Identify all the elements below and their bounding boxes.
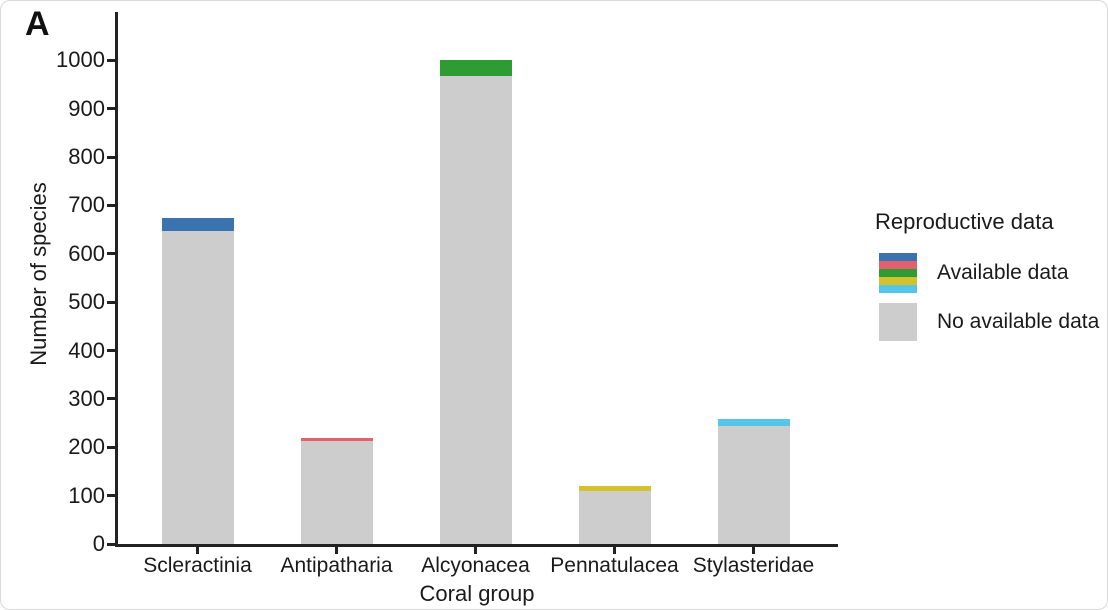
legend: Reproductive data Available data No avai… — [875, 209, 1105, 351]
legend-stripe — [879, 269, 917, 277]
legend-item-no-data: No available data — [875, 303, 1105, 341]
x-tick-mark — [752, 547, 755, 554]
x-axis-title: Coral group — [419, 581, 535, 606]
y-tick-label: 500 — [68, 289, 105, 315]
bar-segment-available-stylasteridae — [717, 419, 790, 427]
y-axis-line — [115, 12, 118, 547]
y-tick-label: 100 — [68, 482, 105, 508]
y-tick-label: 0 — [92, 531, 105, 556]
x-tick-label: Stylasteridae — [692, 554, 815, 577]
y-tick-label: 800 — [68, 144, 105, 170]
bar-segment-available-scleractinia — [161, 217, 234, 231]
x-tick-mark — [474, 547, 477, 554]
bar-segment-no-data-pennatulacea — [578, 490, 651, 544]
y-tick-label: 200 — [68, 434, 105, 460]
legend-label-no-data: No available data — [937, 310, 1100, 333]
x-tick-mark — [196, 547, 199, 554]
y-tick-label: 300 — [68, 385, 105, 411]
y-tick-mark — [107, 494, 115, 498]
y-tick-label: 600 — [68, 240, 105, 266]
no-data-swatch-icon — [879, 303, 917, 341]
x-tick-mark — [613, 547, 616, 554]
y-tick-label: 900 — [68, 95, 105, 121]
y-tick-mark — [107, 445, 115, 449]
x-tick-label: Alcyonacea — [421, 554, 530, 577]
y-tick-mark — [107, 155, 115, 159]
legend-title: Reproductive data — [875, 209, 1054, 234]
y-tick-mark — [107, 107, 115, 111]
legend-label-available: Available data — [937, 261, 1069, 284]
legend-item-available: Available data — [875, 253, 1105, 293]
y-tick-mark — [107, 203, 115, 207]
x-axis-line — [115, 544, 838, 547]
panel-label: A — [25, 5, 51, 43]
y-tick-label: 700 — [68, 192, 105, 218]
bar-segment-no-data-stylasteridae — [717, 426, 790, 544]
y-tick-mark — [107, 542, 115, 546]
legend-stripe — [879, 261, 917, 269]
x-tick-mark — [335, 547, 338, 554]
legend-stripe — [879, 277, 917, 285]
legend-stripe — [879, 285, 917, 293]
y-tick-label: 400 — [68, 337, 105, 363]
bar-segment-no-data-antipatharia — [300, 440, 373, 544]
available-data-swatch-icon — [879, 253, 917, 293]
bar-segment-available-pennatulacea — [578, 485, 651, 491]
y-tick-mark — [107, 349, 115, 353]
x-tick-label: Pennatulacea — [550, 554, 679, 577]
y-tick-label: 1000 — [56, 47, 105, 73]
y-tick-mark — [107, 252, 115, 256]
y-tick-mark — [107, 58, 115, 62]
bar-segment-no-data-scleractinia — [161, 230, 234, 544]
bar-segment-no-data-alcyonacea — [439, 75, 512, 544]
bar-segment-available-alcyonacea — [439, 60, 512, 76]
y-tick-mark — [107, 397, 115, 401]
x-tick-label: Antipatharia — [280, 554, 393, 577]
x-tick-label: Scleractinia — [143, 554, 252, 577]
y-tick-mark — [107, 300, 115, 304]
legend-stripe — [879, 253, 917, 261]
bar-segment-available-antipatharia — [300, 437, 373, 441]
